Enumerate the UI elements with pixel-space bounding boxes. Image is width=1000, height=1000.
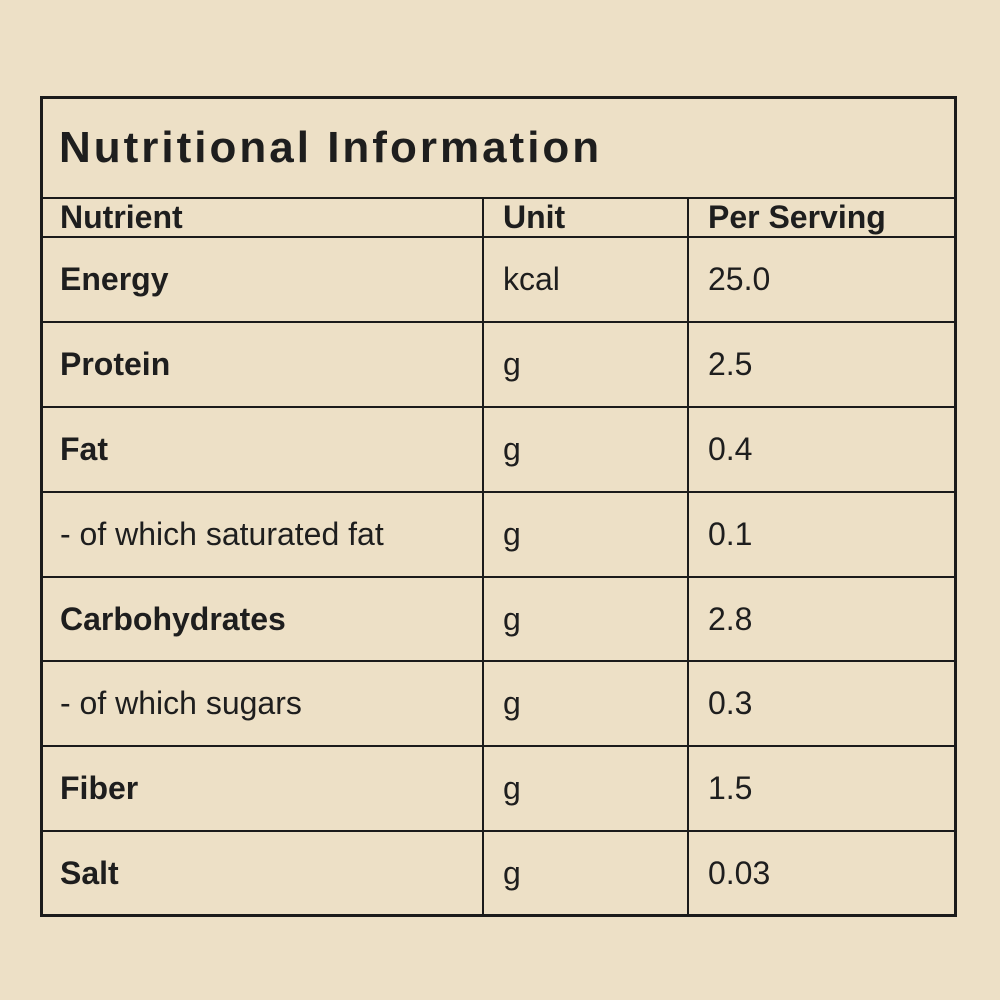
table-row: Fiber g 1.5 (43, 745, 954, 833)
table-row: Protein g 2.5 (43, 320, 954, 408)
table-title-row: Nutritional Information (43, 99, 954, 199)
per-serving-cell: 0.03 (686, 830, 954, 914)
unit-cell: g (482, 320, 689, 408)
nutrient-cell: Carbohydrates (43, 575, 484, 663)
nutrition-grid: Nutrient Unit Per Serving Energy kcal 25… (43, 199, 954, 914)
per-serving-cell: 0.4 (686, 405, 954, 493)
table-row: Fat g 0.4 (43, 405, 954, 493)
unit-cell: g (482, 660, 689, 748)
table-row: Salt g 0.03 (43, 830, 954, 914)
per-serving-cell: 2.5 (686, 320, 954, 408)
header-per-serving: Per Serving (686, 199, 954, 238)
per-serving-cell: 0.3 (686, 660, 954, 748)
per-serving-cell: 25.0 (686, 236, 954, 323)
table-body: Energy kcal 25.0 Protein g 2.5 Fat g 0.4… (43, 236, 954, 914)
nutrient-cell: Salt (43, 830, 484, 914)
unit-cell: g (482, 490, 689, 578)
unit-cell: g (482, 745, 689, 833)
header-unit: Unit (482, 199, 689, 238)
table-row: - of which sugars g 0.3 (43, 660, 954, 748)
nutrient-cell: - of which sugars (43, 660, 484, 748)
header-nutrient: Nutrient (43, 199, 484, 238)
header-row: Nutrient Unit Per Serving (43, 199, 954, 238)
unit-cell: g (482, 830, 689, 914)
unit-cell: kcal (482, 236, 689, 323)
nutrient-cell: Fat (43, 405, 484, 493)
unit-cell: g (482, 575, 689, 663)
table-row: Carbohydrates g 2.8 (43, 575, 954, 663)
nutrition-table: Nutritional Information Nutrient Unit Pe… (40, 96, 957, 917)
per-serving-cell: 0.1 (686, 490, 954, 578)
nutrient-cell: Fiber (43, 745, 484, 833)
table-title: Nutritional Information (59, 123, 603, 172)
nutrient-cell: Energy (43, 236, 484, 323)
table-row: Energy kcal 25.0 (43, 236, 954, 323)
per-serving-cell: 1.5 (686, 745, 954, 833)
nutrient-cell: - of which saturated fat (43, 490, 484, 578)
nutrient-cell: Protein (43, 320, 484, 408)
per-serving-cell: 2.8 (686, 575, 954, 663)
table-row: - of which saturated fat g 0.1 (43, 490, 954, 578)
unit-cell: g (482, 405, 689, 493)
